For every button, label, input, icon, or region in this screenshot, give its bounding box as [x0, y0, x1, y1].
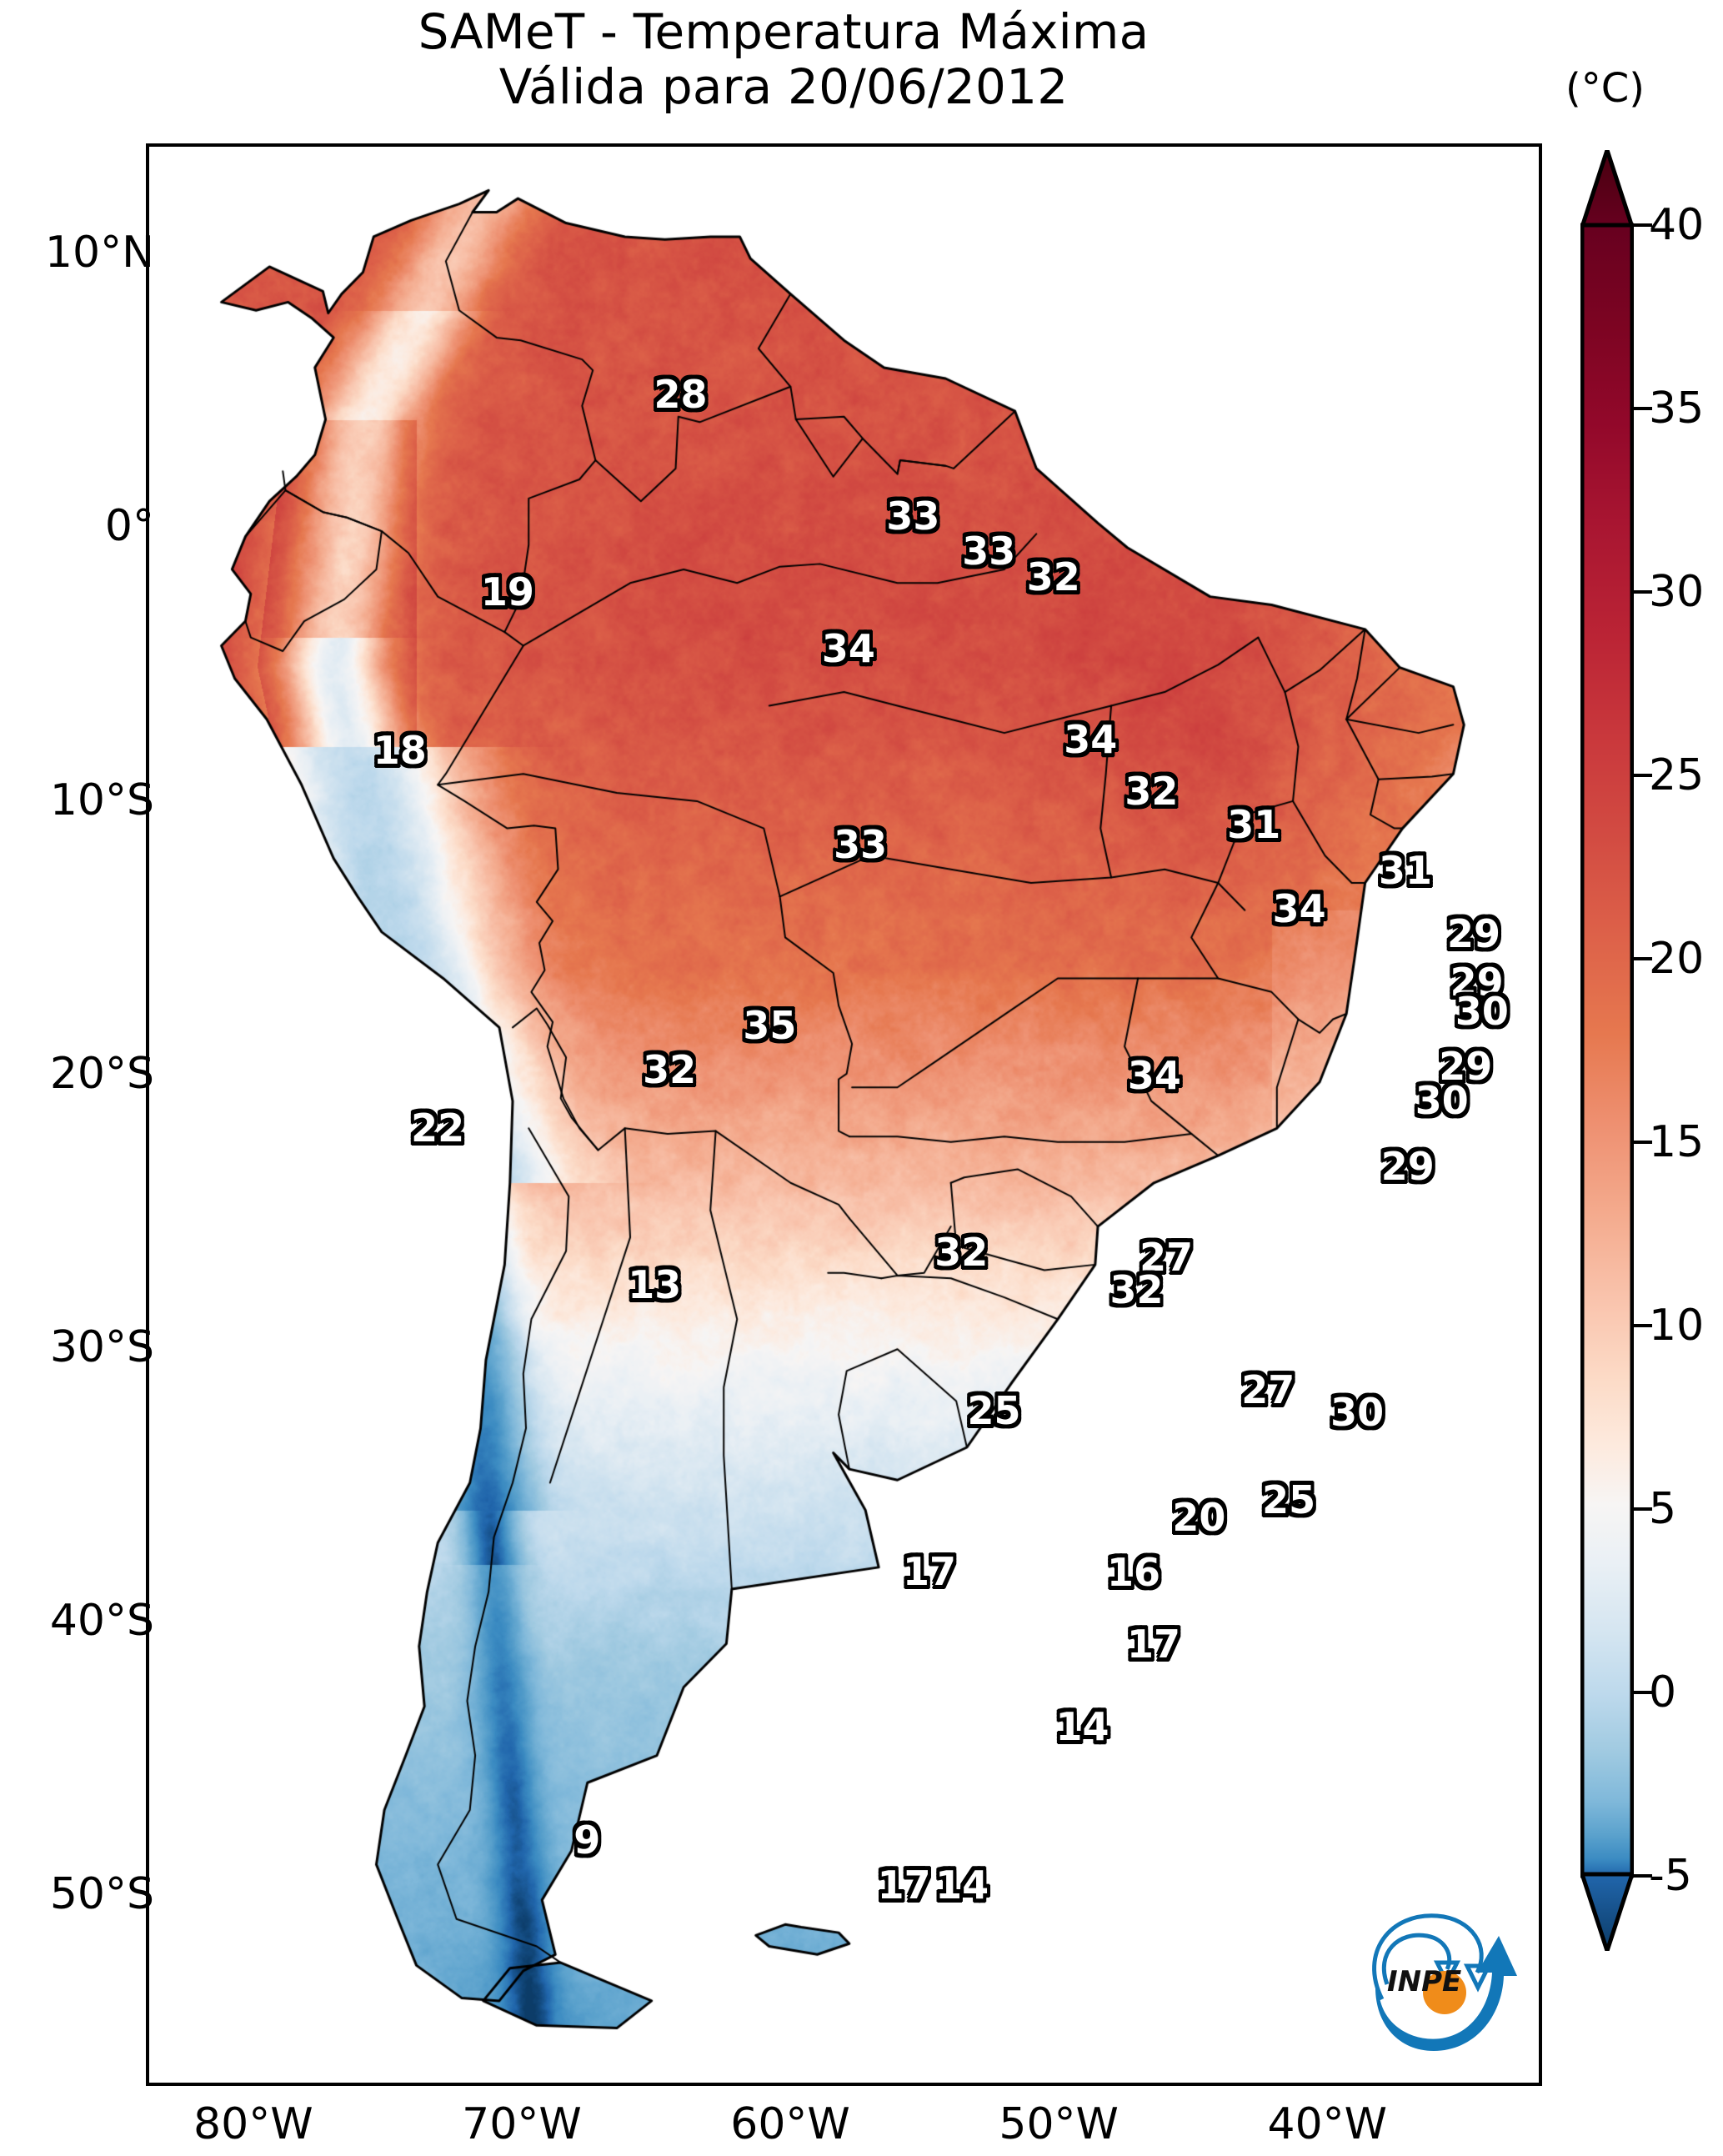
x-tick-label: 50°W	[999, 2099, 1119, 2149]
colorbar-tick-mark	[1634, 1141, 1652, 1144]
colorbar-tick-label: 20	[1649, 934, 1705, 984]
colorbar-tick-mark	[1634, 1691, 1652, 1694]
temperature-field-raster	[149, 147, 1539, 2083]
colorbar-tick-mark	[1634, 1507, 1652, 1511]
colorbar-tick-label: 0	[1649, 1667, 1677, 1717]
colorbar-tick-mark	[1634, 1874, 1652, 1878]
colorbar-tick-label: 40	[1649, 200, 1705, 250]
y-tick-label: 30°S	[49, 1321, 154, 1372]
page-title: SAMeT - Temperatura Máxima Válida para 2…	[0, 3, 1567, 115]
x-tick-label: 80°W	[193, 2099, 313, 2149]
colorbar-tick-mark	[1634, 223, 1652, 227]
colorbar-tick-label: 5	[1649, 1484, 1677, 1534]
y-tick-label: 20°S	[49, 1048, 154, 1099]
colorbar-tick-mark	[1634, 407, 1652, 410]
y-tick-label: 40°S	[49, 1596, 154, 1647]
y-tick-label: 50°S	[49, 1869, 154, 1920]
colorbar-tick-mark	[1634, 1324, 1652, 1327]
colorbar-tick-label: 25	[1649, 750, 1705, 800]
colorbar-tick-label: 35	[1649, 384, 1705, 434]
x-tick-label: 40°W	[1267, 2099, 1388, 2149]
x-tick-label: 70°W	[462, 2099, 582, 2149]
inpe-logo: INPE	[1372, 1913, 1517, 2051]
colorbar-tick-label: 15	[1649, 1117, 1705, 1167]
title-line-1: SAMeT - Temperatura Máxima	[418, 3, 1150, 60]
colorbar-unit-label: (°C)	[1565, 65, 1645, 112]
colorbar-gradient	[1580, 150, 1634, 1951]
colorbar-tick-mark	[1634, 590, 1652, 594]
title-line-2: Válida para 20/06/2012	[498, 58, 1069, 115]
colorbar[interactable]	[1580, 150, 1634, 1951]
colorbar-tick-label: -5	[1649, 1851, 1692, 1901]
colorbar-tick-mark	[1634, 957, 1652, 960]
y-tick-label: 10°N	[44, 228, 154, 278]
y-tick-label: 0°	[104, 501, 154, 552]
colorbar-tick-mark	[1634, 774, 1652, 777]
colorbar-tick-label: 30	[1649, 567, 1705, 617]
y-tick-label: 10°S	[49, 775, 154, 825]
colorbar-tick-label: 10	[1649, 1301, 1705, 1351]
map-plot-area	[146, 143, 1542, 2086]
inpe-logo-text: INPE	[1387, 1965, 1461, 1998]
x-tick-label: 60°W	[730, 2099, 850, 2149]
